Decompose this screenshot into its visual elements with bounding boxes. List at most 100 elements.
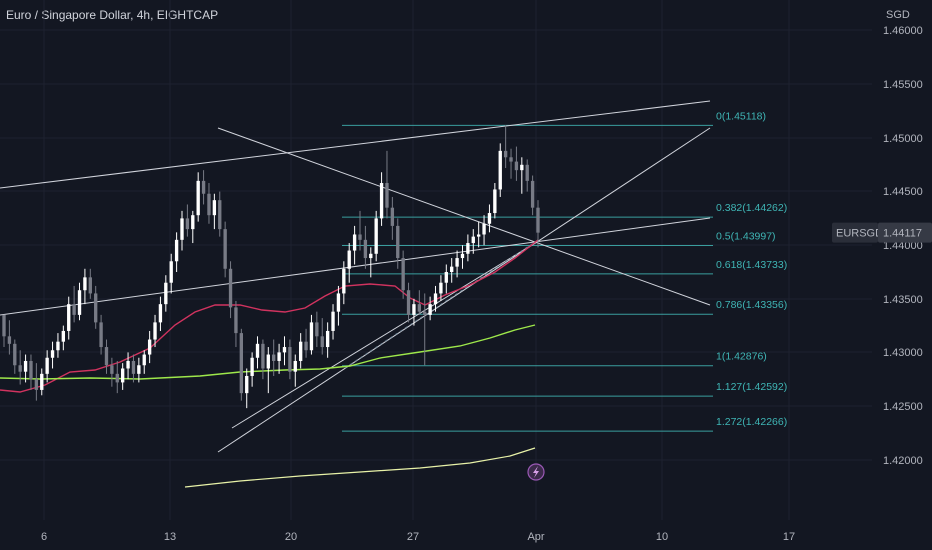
fib-level-label: 1(1.42876) [716,351,767,363]
price-tick-label: 1.45500 [883,79,923,91]
candle-body [239,333,244,394]
date-tick-label: 6 [41,531,47,543]
candle-body [212,200,217,216]
candle-body [67,304,71,331]
candle-body [530,180,535,208]
candle-body [196,180,200,216]
candle-body [158,304,163,323]
candle-body [455,258,459,267]
candle-body [56,341,60,351]
candle-body [325,330,330,348]
candle-body [358,234,362,240]
trend-drawings[interactable] [0,100,711,453]
candle-body [342,268,346,294]
candle-body [476,234,481,237]
candle-body [288,347,292,372]
candle-body [191,215,195,230]
candle-body [379,183,384,219]
price-axis-currency: SGD [886,9,910,21]
candle-body [77,290,82,315]
price-axis[interactable]: SGD1.460001.455001.450001.445001.440001.… [832,9,932,467]
candle-body [509,157,513,162]
candle-body [412,304,416,315]
candle-body [201,180,206,194]
candle-body [164,282,168,305]
candle-body [336,293,341,312]
candle-body [352,234,357,251]
candle-body [50,350,55,358]
trend-line [0,100,711,189]
fib-retracement[interactable]: 0(1.45118) 0.382(1.44262) 0.5(1.43997) 0.61… [342,110,787,432]
candle-body [433,293,438,305]
candle-body [94,293,98,323]
candle-body [104,347,109,366]
candle-body [390,207,395,226]
candle-body [293,360,297,372]
candle-body [369,253,373,259]
candle-body [120,368,125,383]
candle-body [185,218,190,230]
price-tick-label: 1.43000 [883,347,923,359]
lightning-icon [533,466,539,478]
candle-body [137,365,141,374]
candle-body [520,164,524,171]
trend-line [217,127,711,453]
date-tick-label: 27 [407,531,419,543]
candle-body [207,193,211,216]
candle-body [396,225,400,259]
fib-level-label: 0.5(1.43997) [716,231,776,243]
chart-extras [527,463,545,481]
candle-body [471,236,475,244]
candle-body [498,150,502,190]
candle-body [363,239,368,259]
candle-body [223,229,227,269]
candle-body [250,357,254,376]
candle-body [180,218,184,240]
date-tick-label: 17 [783,531,795,543]
price-tick-label: 1.43500 [883,294,923,306]
dashed-line [344,239,539,369]
time-axis[interactable]: 6 13 20 27 Apr 10 17 [41,531,795,543]
candle-body [169,261,173,283]
candle-body [460,253,465,259]
candle-body [245,375,249,394]
candle-body [423,311,427,315]
candle-body [147,339,152,355]
candle-body [536,207,540,233]
candle-body [320,336,324,348]
candle-body [272,354,276,361]
moving-averages [0,239,539,488]
candle-body [45,357,49,374]
candle-body [444,272,448,283]
candle-body [298,341,303,361]
trend-line [217,127,711,306]
date-tick-label: Apr [527,531,544,543]
candle-body [174,239,179,262]
candle-body [282,347,287,353]
date-tick-label: 20 [285,531,297,543]
candle-body [450,266,454,272]
candle-body [347,250,351,269]
candle-body [72,304,76,315]
candle-body [417,304,422,312]
candle-body [2,314,6,337]
candle-body [266,354,270,369]
price-tick-label: 1.46000 [883,25,923,37]
candle-body [234,307,238,334]
candle-body [23,360,28,372]
candle-body [315,322,319,337]
fib-level-label: 0(1.45118) [716,110,766,122]
fib-level-label: 0.786(1.43356) [716,299,787,311]
price-tick-label: 1.45000 [883,133,923,145]
grid [0,0,872,520]
candle-body [493,189,497,214]
candle-body [439,282,443,294]
candle-body [466,243,470,254]
last-price-symbol: EURSGD [836,228,883,240]
candles [2,125,540,409]
fib-level-label: 0.618(1.43733) [716,259,787,271]
chart-title: Euro / Singapore Dollar, 4h, EIGHTCAP [6,8,219,22]
ma-long-line [184,447,536,488]
price-tick-label: 1.44500 [883,186,923,198]
